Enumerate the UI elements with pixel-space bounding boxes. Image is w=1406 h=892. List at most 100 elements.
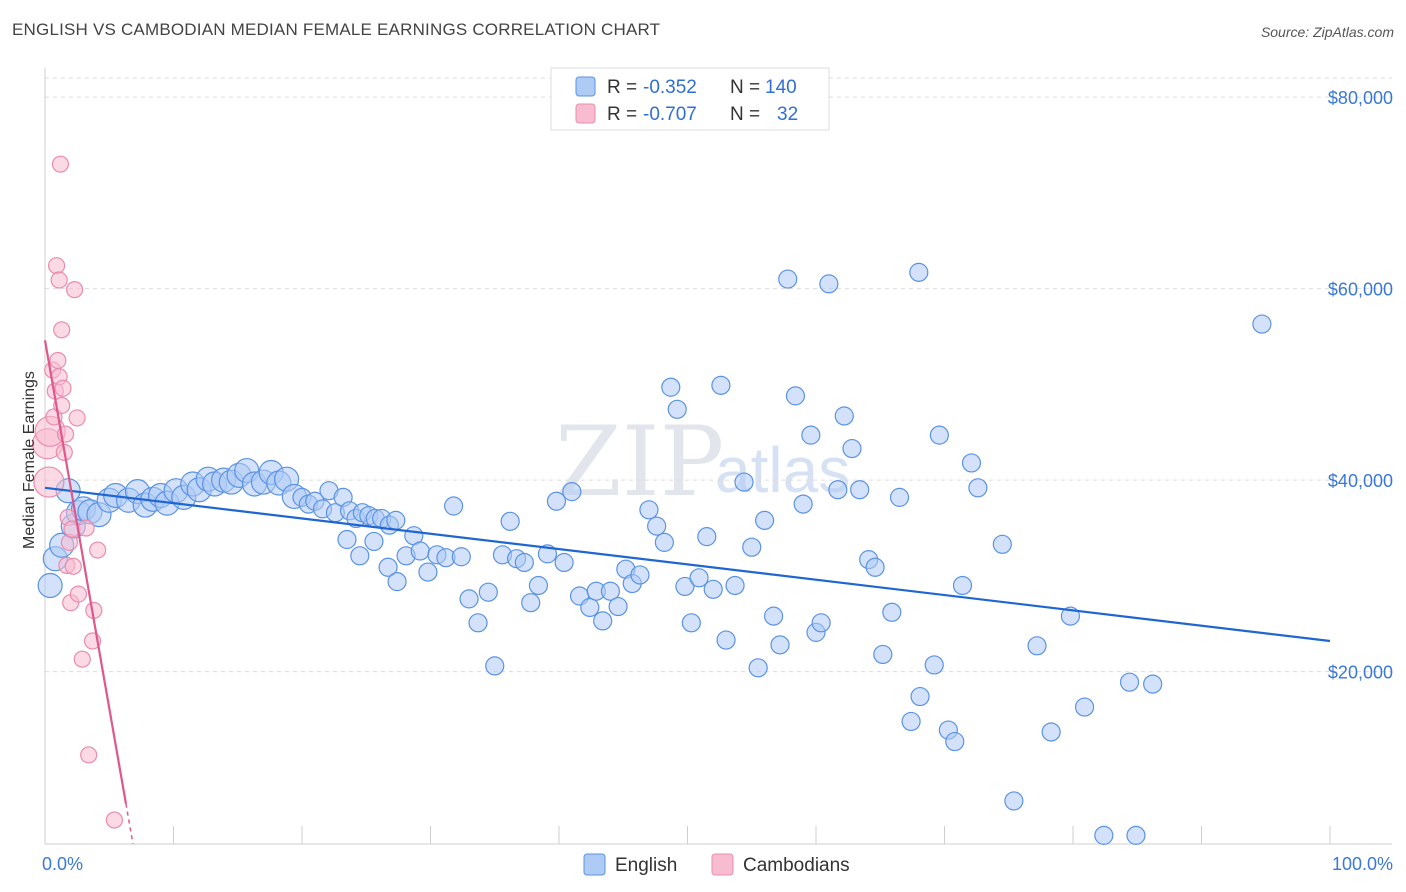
series-legend: English Cambodians [583, 853, 850, 876]
english-point [514, 552, 534, 573]
english-point [850, 480, 870, 500]
english-point [667, 399, 687, 419]
english-point [1004, 791, 1024, 811]
english-point [909, 262, 929, 282]
english-point [580, 597, 600, 618]
english-point [521, 593, 541, 613]
y-axis-title: Median Female Earnings [21, 371, 38, 549]
cambodian-point [49, 351, 67, 370]
legend-english-r: -0.352 [643, 77, 697, 98]
english-key-swatch [583, 853, 606, 876]
legend-r-label: R = [607, 104, 637, 125]
english-key-label: English [615, 855, 677, 876]
source-credit: Source: ZipAtlas.com [1260, 24, 1394, 40]
cambodian-point [65, 281, 84, 299]
english-point [459, 589, 479, 609]
legend-n-label: N = [730, 77, 760, 98]
cambodian-point [77, 519, 95, 537]
english-point [961, 453, 982, 473]
english-point [748, 658, 768, 678]
english-point [444, 496, 464, 516]
english-point [681, 613, 701, 633]
english-point [968, 478, 988, 498]
english-point [952, 575, 973, 596]
english-point [865, 557, 885, 577]
cambodian-point [53, 321, 71, 339]
watermark-main: ZIP [555, 406, 724, 518]
english-point [873, 644, 893, 665]
trend-lines [43, 340, 1331, 845]
english-point [785, 386, 806, 406]
english-point [834, 406, 854, 426]
english-series [37, 262, 1272, 845]
cambodian-point [89, 541, 107, 559]
y-tick-label: $40,000 [1328, 471, 1393, 491]
english-point [828, 480, 848, 500]
correlation-legend: R = -0.352 N = 140 R = -0.707 N = 32 [550, 67, 830, 131]
legend-english-n: 140 [765, 77, 797, 98]
cambodian-point [105, 811, 123, 829]
english-point [378, 557, 398, 577]
cambodian-trend-line [43, 340, 128, 804]
legend-cambodian-n: 32 [777, 104, 798, 125]
english-point [778, 269, 798, 289]
cambodian-point [33, 466, 65, 498]
english-point [485, 656, 505, 676]
english-point [364, 531, 384, 552]
english-legend-swatch [575, 76, 596, 97]
english-point [630, 565, 650, 585]
cambodian-point [51, 155, 70, 173]
english-point [554, 552, 574, 573]
english-point [689, 568, 709, 588]
english-point [889, 487, 910, 507]
english-point [882, 602, 902, 622]
english-point [734, 472, 754, 492]
cambodian-point [64, 557, 82, 575]
english-point [924, 655, 944, 675]
cambodian-trend-extrapolation [125, 803, 134, 845]
english-point [763, 606, 784, 626]
english-point [528, 575, 549, 596]
english-point [654, 532, 674, 552]
english-point [945, 731, 965, 752]
cambodian-key-swatch [711, 853, 734, 876]
english-point [387, 572, 407, 592]
english-point [562, 482, 582, 502]
english-point [742, 537, 762, 557]
english-trend-line [44, 486, 1331, 643]
cambodian-point [69, 585, 88, 603]
english-point [754, 510, 775, 530]
english-point [1252, 314, 1272, 334]
english-point [901, 711, 921, 732]
english-point [350, 546, 370, 566]
english-point [451, 547, 471, 567]
y-tick-labels: $20,000 $40,000 $60,000 $80,000 [1328, 88, 1393, 683]
english-point [608, 596, 628, 617]
cambodian-point [50, 271, 68, 289]
english-point [478, 582, 498, 602]
cambodian-legend-swatch [575, 103, 596, 124]
english-point [1143, 674, 1163, 694]
english-point [410, 541, 430, 561]
english-point [1041, 722, 1061, 742]
y-tick-label: $20,000 [1328, 663, 1393, 683]
english-point [811, 613, 831, 633]
english-point [647, 516, 667, 536]
x-tick-label-max: 100.0% [1332, 854, 1393, 874]
english-point [842, 438, 862, 459]
legend-cambodian-r: -0.707 [643, 104, 697, 125]
english-point [37, 572, 63, 599]
english-point [1126, 825, 1146, 845]
english-point [468, 613, 488, 633]
english-point [910, 686, 930, 707]
legend-n-label: N = [730, 104, 760, 125]
english-point [661, 377, 681, 397]
cambodian-point [47, 257, 66, 275]
legend-r-label: R = [607, 77, 637, 98]
x-tick-labels: 0.0% 100.0% [42, 854, 1393, 874]
chart-title: ENGLISH VS CAMBODIAN MEDIAN FEMALE EARNI… [12, 20, 661, 39]
y-tick-label: $80,000 [1328, 88, 1393, 108]
cambodian-point [54, 379, 72, 397]
cambodian-point [68, 409, 86, 427]
